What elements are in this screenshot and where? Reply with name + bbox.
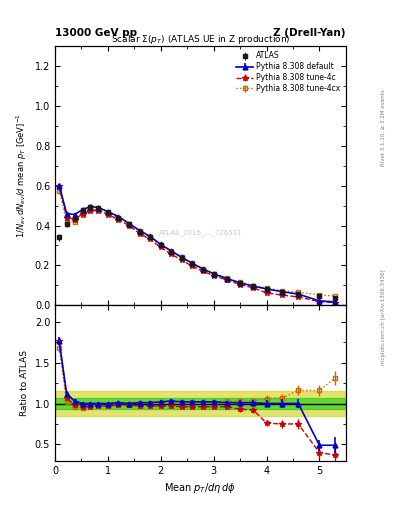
Text: 13000 GeV pp: 13000 GeV pp — [55, 28, 137, 38]
Legend: ATLAS, Pythia 8.308 default, Pythia 8.308 tune-4c, Pythia 8.308 tune-4cx: ATLAS, Pythia 8.308 default, Pythia 8.30… — [235, 50, 342, 95]
Text: mcplots.cern.ch [arXiv:1306.3436]: mcplots.cern.ch [arXiv:1306.3436] — [381, 270, 386, 365]
Y-axis label: Ratio to ATLAS: Ratio to ATLAS — [20, 350, 29, 416]
Title: Scalar $\Sigma(p_T)$ (ATLAS UE in Z production): Scalar $\Sigma(p_T)$ (ATLAS UE in Z prod… — [111, 33, 290, 46]
X-axis label: Mean $p_T/d\eta\,d\phi$: Mean $p_T/d\eta\,d\phi$ — [165, 481, 236, 495]
Text: Z (Drell-Yan): Z (Drell-Yan) — [274, 28, 346, 38]
Text: Rivet 3.1.10, ≥ 3.2M events: Rivet 3.1.10, ≥ 3.2M events — [381, 90, 386, 166]
Text: ATLAS_2016_..._726531: ATLAS_2016_..._726531 — [159, 229, 242, 236]
Y-axis label: $1/N_{ev}\,dN_{ev}/d$ mean $p_T$ [GeV]$^{-1}$: $1/N_{ev}\,dN_{ev}/d$ mean $p_T$ [GeV]$^… — [15, 113, 29, 238]
